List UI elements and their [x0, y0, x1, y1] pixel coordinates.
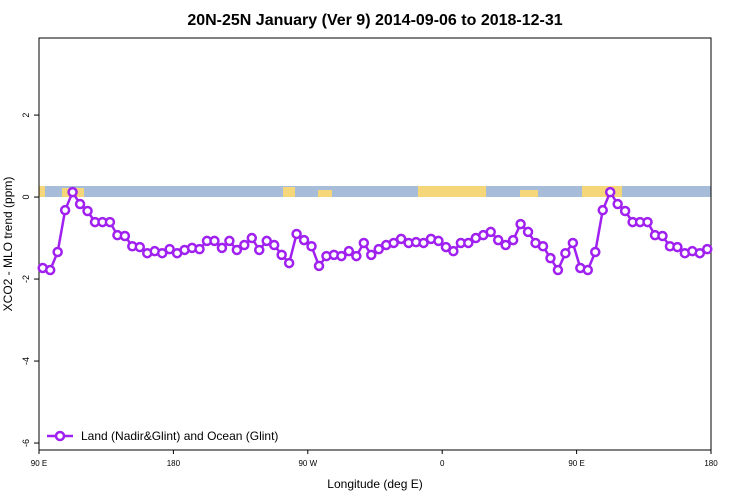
x-tick-label: 90 E [568, 459, 584, 468]
data-point [52, 246, 63, 258]
data-point [485, 226, 496, 238]
data-point [268, 239, 280, 251]
data-point [82, 205, 93, 217]
data-point [74, 198, 86, 210]
y-axis-label: XCO2 - MLO trend (ppm) [1, 177, 15, 312]
data-point [619, 205, 631, 217]
data-point [276, 249, 287, 261]
data-point [694, 247, 706, 259]
data-point [224, 235, 235, 247]
data-point [515, 218, 526, 230]
data-point [239, 239, 250, 251]
data-point [567, 237, 579, 249]
data-point [164, 243, 175, 255]
data-point [395, 233, 407, 245]
legend-marker [54, 430, 66, 442]
data-point [209, 235, 220, 247]
data-point [306, 241, 317, 252]
data-point [388, 237, 399, 249]
data-point [216, 242, 228, 254]
x-tick-label: 0 [440, 459, 445, 468]
data-point [522, 226, 534, 238]
y-tick-label: -2 [21, 275, 31, 283]
y-tick-label: -6 [21, 439, 31, 447]
data-point [418, 237, 429, 249]
data-point [657, 230, 668, 242]
data-point [702, 243, 713, 255]
x-tick-label: 90 W [298, 459, 317, 468]
data-point [104, 216, 116, 228]
data-point [351, 250, 362, 262]
data-point [597, 204, 608, 216]
data-point [59, 204, 71, 216]
data-point [246, 232, 258, 244]
data-point [440, 241, 452, 253]
data-point [552, 264, 564, 276]
data-point [283, 257, 295, 269]
x-tick-label: 180 [167, 459, 181, 468]
data-point [291, 228, 302, 240]
data-point [590, 246, 601, 258]
data-point [582, 264, 594, 276]
data-point [313, 260, 325, 272]
data-point [545, 252, 556, 264]
data-point [448, 245, 459, 257]
plot-frame [38, 37, 712, 451]
data-point [463, 237, 474, 249]
data-point [44, 264, 56, 276]
data-point [672, 241, 683, 253]
y-tick-label: 2 [21, 113, 31, 118]
data-point [604, 186, 616, 198]
y-tick-label: -4 [21, 357, 31, 365]
data-point [298, 234, 310, 246]
data-point [433, 235, 444, 247]
data-point [366, 249, 377, 261]
data-point [537, 241, 549, 252]
data-point [358, 237, 370, 249]
x-axis-label: Longitude (deg E) [327, 477, 422, 491]
data-point [254, 244, 265, 256]
data-point [500, 239, 511, 251]
data-point [642, 216, 653, 228]
data-point [134, 241, 146, 253]
data-point [231, 244, 243, 256]
data-point [492, 234, 504, 246]
data-point [343, 245, 355, 257]
chart-title: 20N-25N January (Ver 9) 2014-09-06 to 20… [187, 12, 562, 29]
data-point [373, 243, 384, 255]
y-tick-label: 0 [21, 195, 31, 200]
data-point [261, 235, 272, 247]
data-point [67, 186, 78, 198]
data-point [156, 247, 168, 259]
data-point [560, 247, 571, 259]
data-point [119, 230, 131, 242]
x-tick-label: 180 [704, 459, 718, 468]
data-point [507, 234, 519, 246]
x-tick-label: 90 E [31, 459, 47, 468]
data-point [336, 250, 347, 262]
legend-label: Land (Nadir&Glint) and Ocean (Glint) [81, 429, 278, 443]
data-point [612, 198, 623, 210]
data-point [194, 243, 205, 255]
